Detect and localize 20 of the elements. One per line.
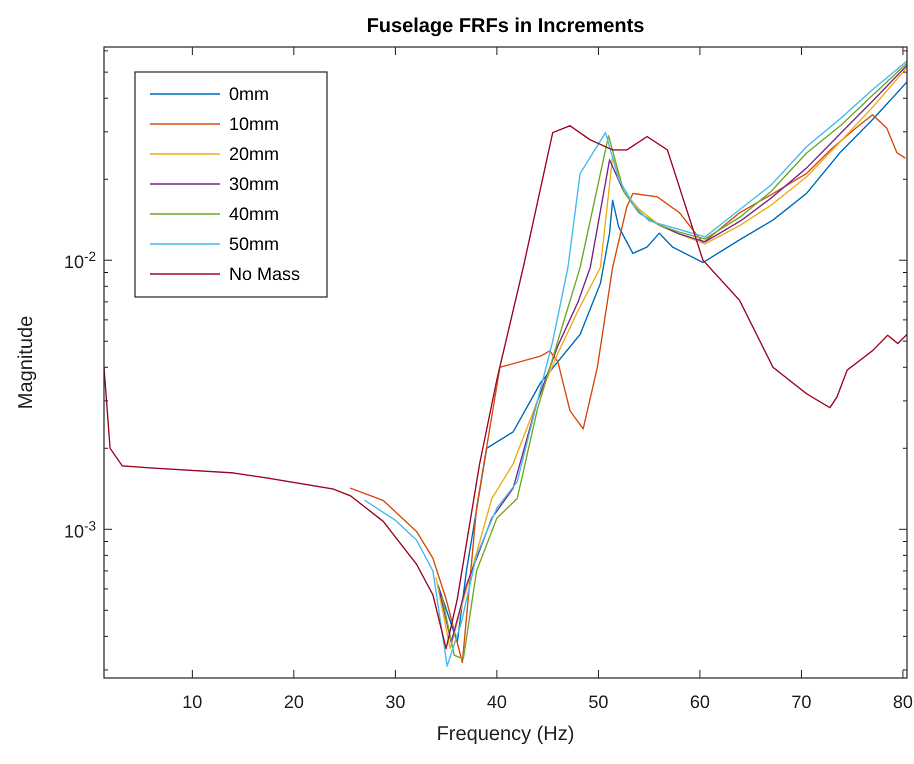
x-tick-label: 20: [284, 692, 304, 712]
legend-label: 30mm: [229, 174, 280, 194]
legend-label: 50mm: [229, 234, 280, 254]
legend-label: 10mm: [229, 114, 280, 134]
y-axis-title: Magnitude: [15, 316, 37, 410]
x-tick-label: 40: [486, 692, 507, 712]
legend-label: No Mass: [229, 264, 300, 284]
x-tick-label: 80: [892, 692, 913, 712]
legend-label: 40mm: [229, 204, 280, 224]
x-axis-title: Frequency (Hz): [436, 723, 574, 745]
legend-label: 20mm: [229, 144, 280, 164]
x-tick-label: 60: [690, 692, 710, 712]
x-tick-label: 10: [182, 692, 202, 712]
legend-label: 0mm: [229, 84, 269, 104]
x-tick-label: 30: [385, 692, 406, 712]
x-tick-label: 70: [791, 692, 812, 712]
chart-title: Fuselage FRFs in Increments: [366, 15, 644, 37]
x-tick-label: 50: [588, 692, 608, 712]
y-tick-label: 10$^{-3}$: [64, 518, 96, 542]
y-tick-label: 10$^{-2}$: [64, 248, 96, 272]
